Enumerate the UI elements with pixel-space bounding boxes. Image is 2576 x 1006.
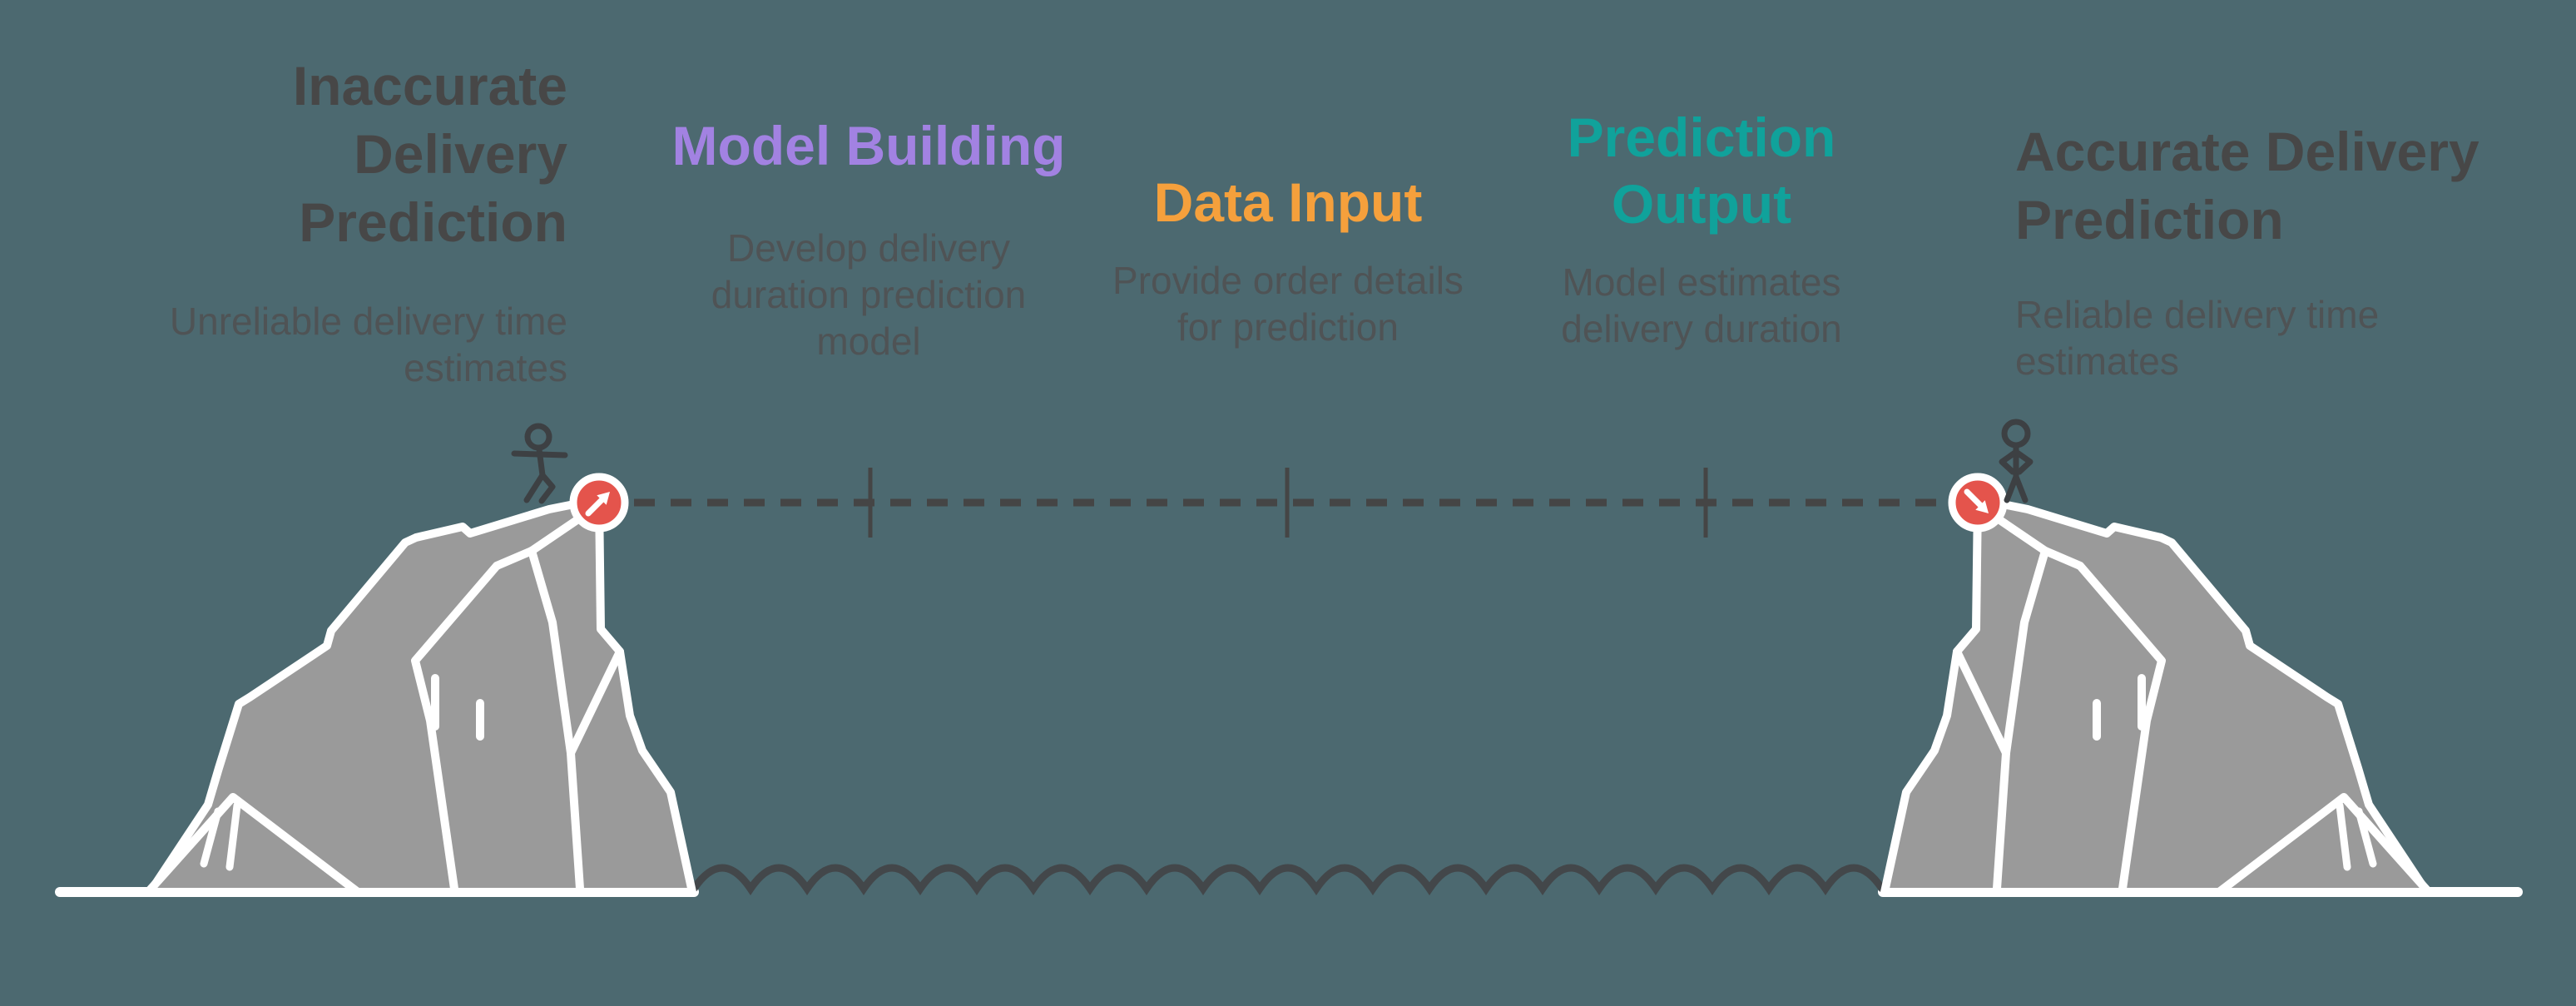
step-title-inaccurate-delivery-prediction: Inaccurate Delivery Prediction [292,55,567,253]
right-cliff [1885,499,2429,892]
step-description-inaccurate-delivery-prediction: Unreliable delivery time estimates [169,300,567,389]
step-description-data-input: Provide order details for prediction [1112,259,1464,349]
figure-leg-back [523,472,546,503]
figure-leg-right [2013,473,2029,503]
stick-figure-end [1999,419,2034,503]
end-marker-arrowhead [1975,500,1989,513]
step-title-accurate-delivery-prediction: Accurate Delivery Prediction [2015,121,2479,250]
stick-figure-start [511,423,568,504]
step-description-accurate-delivery-prediction: Reliable delivery time estimates [2015,293,2380,383]
start-marker-arrow-shaft [585,497,605,517]
step-description-model-building: Develop delivery duration prediction mod… [711,226,1027,363]
step-title-data-input: Data Input [1153,171,1423,233]
figure-arms [511,450,568,458]
journey-tick-marks [868,468,1708,538]
end-marker [1948,473,2008,533]
water-wave-line [690,864,1886,895]
step-title-prediction-output: Prediction Output [1567,107,1836,235]
figure-arm-left [1999,448,2019,475]
start-marker [569,473,629,533]
end-marker-arrow-shaft [1964,488,1984,508]
step-title-model-building: Model Building [671,115,1066,176]
step-description-prediction-output: Model estimates delivery duration [1561,260,1842,350]
figure-head [524,423,552,451]
left-cliff [148,499,692,892]
figure-head [2001,419,2031,448]
figure-leg-front [538,472,556,504]
start-marker-arrowhead [597,492,610,505]
figure-arm-right [2013,448,2034,475]
